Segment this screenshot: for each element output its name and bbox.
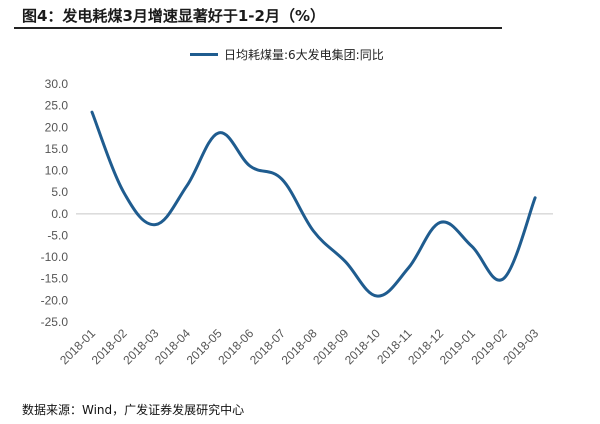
legend-label: 日均耗煤量:6大发电集团:同比 bbox=[224, 48, 384, 62]
chart-title: 图4：发电耗煤3月增速显著好于1-2月（%） bbox=[22, 7, 326, 25]
y-tick-label: 30.0 bbox=[45, 77, 69, 91]
y-tick-label: -25.0 bbox=[41, 315, 69, 329]
y-tick-label: -10.0 bbox=[41, 250, 69, 264]
y-tick-label: -15.0 bbox=[41, 272, 69, 286]
legend: 日均耗煤量:6大发电集团:同比 bbox=[190, 46, 384, 63]
y-tick-label: -20.0 bbox=[41, 293, 69, 307]
x-tick-label: 2018-10 bbox=[342, 326, 383, 367]
y-tick-label: 25.0 bbox=[45, 99, 69, 113]
y-tick-label: 15.0 bbox=[45, 142, 69, 156]
legend-swatch bbox=[190, 53, 218, 56]
y-tick-label: 10.0 bbox=[45, 164, 69, 178]
series-line bbox=[90, 110, 537, 298]
y-tick-label: 20.0 bbox=[45, 120, 69, 134]
x-tick-label: 2019-03 bbox=[500, 326, 541, 367]
source-note: 数据来源：Wind，广发证券发展研究中心 bbox=[22, 403, 245, 417]
title-rule bbox=[14, 27, 502, 29]
y-tick-label: 0.0 bbox=[51, 207, 68, 221]
y-tick-label: 5.0 bbox=[51, 185, 68, 199]
y-tick-label: -5.0 bbox=[47, 228, 68, 242]
